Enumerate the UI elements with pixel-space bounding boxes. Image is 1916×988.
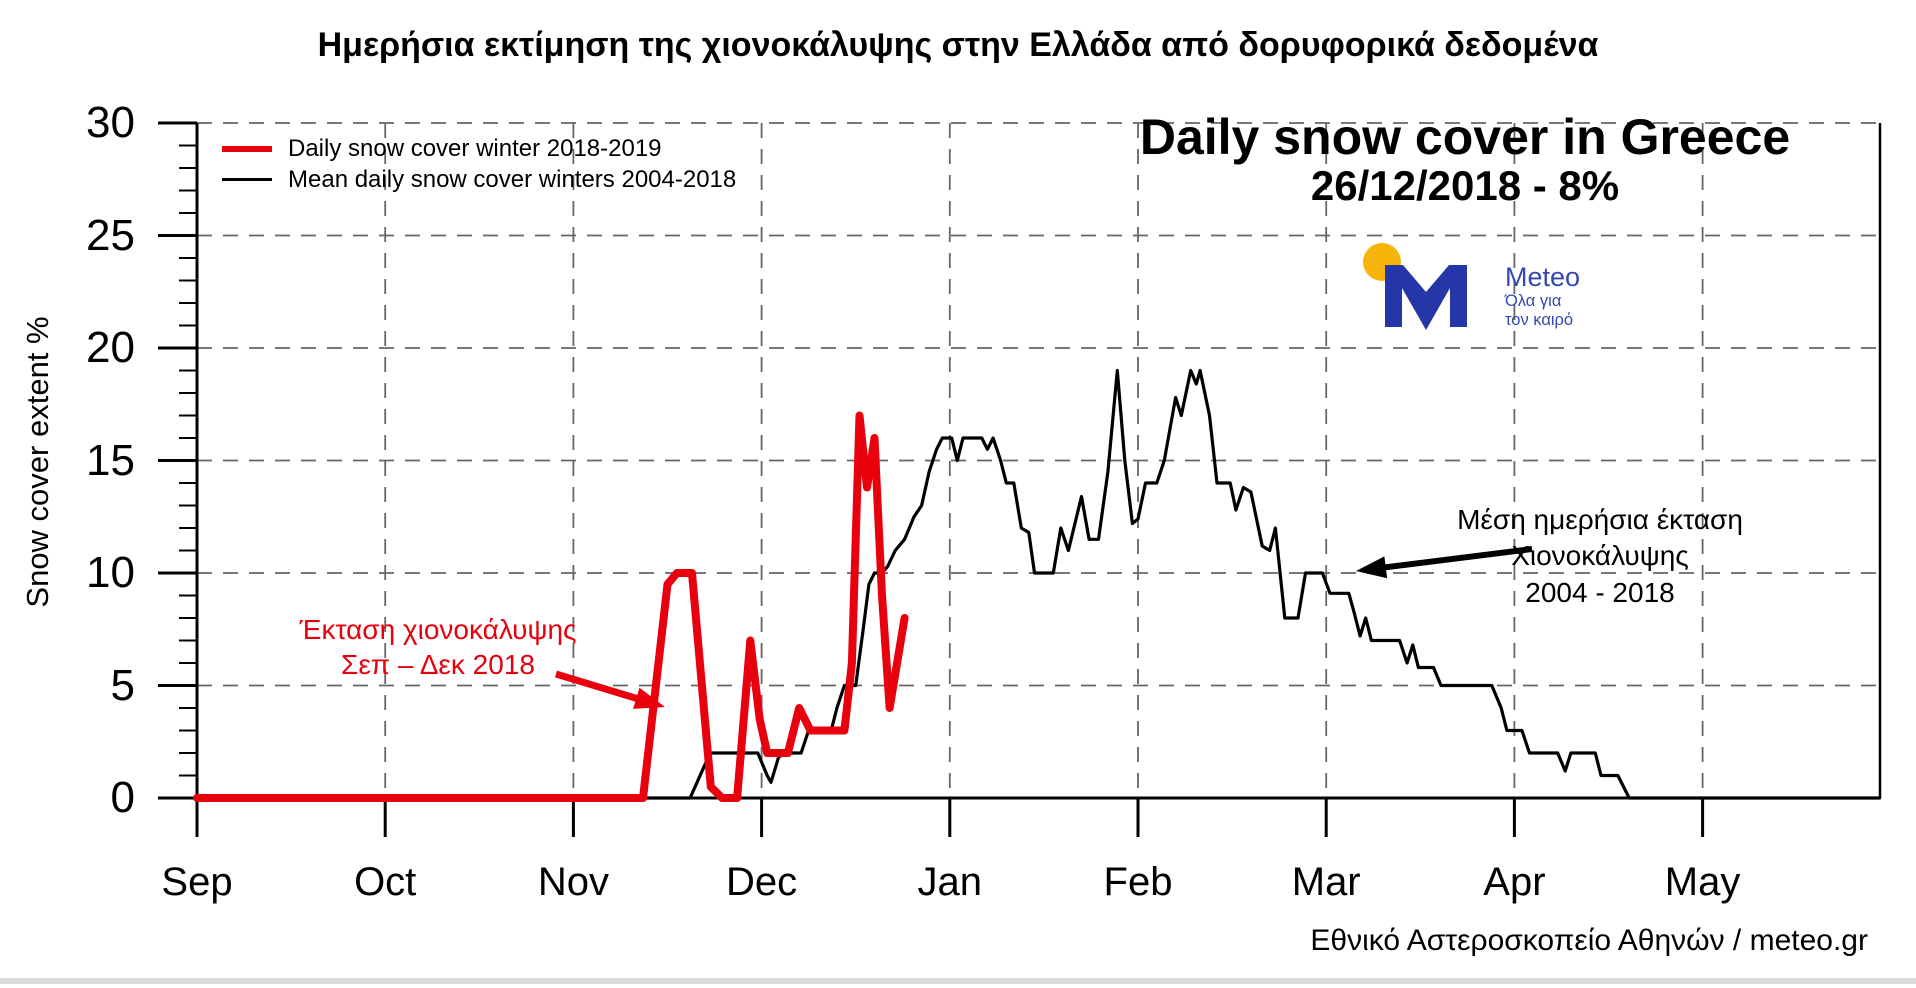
overlay-title: Daily snow cover in Greece	[1139, 109, 1791, 165]
y-tick-label: 10	[86, 548, 135, 597]
logo-text: Meteo Όλα για τον καιρό	[1505, 262, 1580, 330]
meteo-logo-mark-icon	[1363, 243, 1467, 330]
x-tick-label: Mar	[1291, 860, 1361, 904]
footer-bar	[0, 978, 1916, 984]
legend-line-black-icon	[222, 178, 272, 181]
annotation-line: 2004 - 2018	[1525, 576, 1675, 608]
y-tick-label: 5	[110, 660, 135, 710]
black-annotation-arrow	[1380, 546, 1533, 571]
logo-tagline-2: τον καιρό	[1505, 311, 1574, 329]
legend-label: Daily snow cover winter 2018-2019	[288, 134, 662, 162]
legend-item-mean-2004-2018: Mean daily snow cover winters 2004-2018	[222, 164, 736, 195]
y-tick-label: 0	[110, 773, 135, 822]
legend: Daily snow cover winter 2018-2019 Mean d…	[222, 133, 736, 195]
annotation-line: Χιονοκάλυψης	[1511, 540, 1689, 572]
series-line-winter-2018-2019	[193, 411, 909, 802]
overlay-subtitle: 26/12/2018 - 8%	[1310, 162, 1620, 209]
y-tick-label: 30	[86, 98, 135, 147]
x-tick-label: Nov	[537, 860, 609, 904]
annotation-line: Έκταση χιονοκάλυψης	[299, 614, 577, 645]
legend-line-red-icon	[222, 145, 272, 152]
red-annotation-arrowhead-icon	[633, 687, 665, 709]
x-tick-label: Jan	[917, 860, 983, 904]
annotation-snow-extent-sep-dec-2018: Έκταση χιονοκάλυψης Σεπ – Δεκ 2018	[299, 612, 576, 682]
logo-m-icon	[1385, 265, 1467, 330]
logo-tagline-1: Όλα για	[1505, 292, 1562, 310]
y-tick-label: 20	[86, 323, 135, 372]
page-title: Ημερήσια εκτίμηση της χιονοκάλυψης στην …	[317, 26, 1599, 64]
x-tick-label: Feb	[1103, 860, 1173, 904]
red-annotation-arrow	[554, 670, 643, 704]
x-tick-label: Oct	[354, 860, 417, 904]
legend-item-winter-2018-2019: Daily snow cover winter 2018-2019	[222, 133, 736, 164]
annotation-line: Μέση ημερήσια έκταση	[1457, 504, 1743, 535]
annotation-line: Σεπ – Δεκ 2018	[341, 649, 535, 680]
y-tick-label: 25	[86, 210, 135, 260]
logo-brand: Meteo	[1505, 262, 1581, 292]
x-tick-label: Apr	[1483, 860, 1546, 904]
black-annotation-arrowhead-icon	[1356, 556, 1388, 579]
annotation-mean-daily-extent-2004-2018: Μέση ημερήσια έκταση Χιονοκάλυψης 2004 -…	[1457, 502, 1743, 611]
x-tick-label: Dec	[726, 860, 798, 904]
legend-label: Mean daily snow cover winters 2004-2018	[288, 165, 737, 193]
meteo-logo: Meteo Όλα για τον καιρό	[1360, 240, 1580, 360]
series-line-mean-2004-2018	[195, 368, 1882, 800]
credit-text: Εθνικό Αστεροσκοπείο Αθηνών / meteo.gr	[1310, 924, 1868, 957]
y-tick-label: 15	[86, 435, 135, 485]
x-tick-label: Sep	[161, 860, 233, 904]
x-tick-label: May	[1664, 860, 1741, 904]
